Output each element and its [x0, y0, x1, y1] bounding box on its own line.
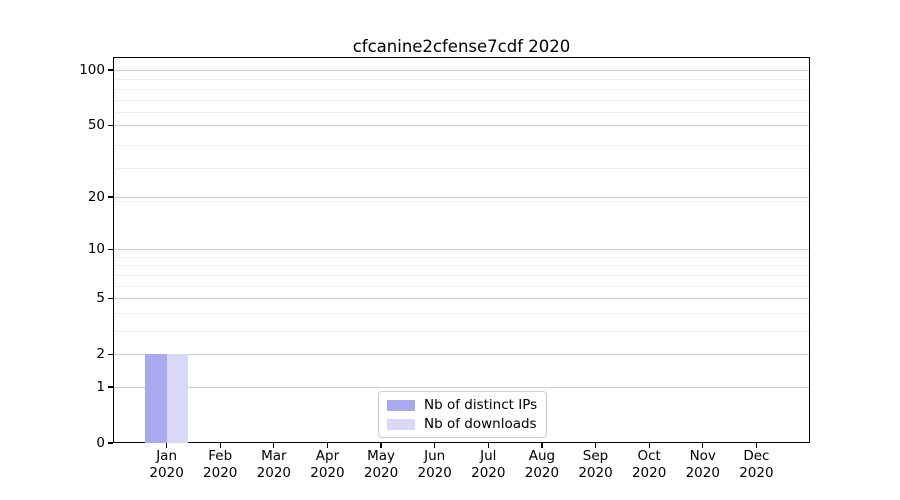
- gridline-minor: [114, 168, 809, 170]
- gridline-minor: [114, 312, 809, 314]
- y-tick-label: 100: [79, 61, 105, 78]
- x-tick-label: Mar 2020: [256, 448, 292, 481]
- y-tick-label: 0: [96, 435, 105, 451]
- gridline-minor: [114, 79, 809, 81]
- y-tick-mark: [108, 297, 113, 299]
- y-tick-label: 5: [96, 290, 105, 307]
- y-tick-label: 10: [87, 241, 105, 258]
- gridline-minor: [114, 265, 809, 267]
- x-tick-mark: [541, 443, 543, 448]
- legend-label-distinct-ips: Nb of distinct IPs: [424, 397, 538, 413]
- y-tick-mark: [108, 124, 113, 126]
- y-tick-mark: [108, 386, 113, 388]
- y-tick-mark: [108, 196, 113, 198]
- x-tick-label: Jun 2020: [417, 448, 452, 481]
- x-tick-mark: [219, 443, 221, 448]
- x-tick-label: Aug 2020: [524, 448, 560, 481]
- x-tick-label: Dec 2020: [739, 448, 774, 481]
- gridline-major: [114, 386, 809, 388]
- y-tick-label: 1: [96, 378, 105, 395]
- gridline-minor: [114, 200, 809, 202]
- gridline-major: [114, 125, 809, 127]
- x-tick-mark: [648, 443, 650, 448]
- gridline-minor: [114, 330, 809, 332]
- x-tick-mark: [702, 443, 704, 448]
- legend: Nb of distinct IPs Nb of downloads: [378, 391, 548, 438]
- x-tick-mark: [594, 443, 597, 448]
- gridline-minor: [114, 88, 809, 90]
- x-tick-label: Nov 2020: [685, 448, 720, 481]
- gridline-minor: [114, 256, 809, 258]
- gridline-major: [114, 249, 809, 251]
- y-tick-mark: [108, 248, 113, 250]
- legend-item-downloads: Nb of downloads: [387, 416, 537, 432]
- x-tick-label: Jul 2020: [471, 448, 506, 481]
- y-tick-mark: [108, 442, 113, 444]
- gridline-major: [114, 298, 809, 300]
- gridline-minor: [114, 99, 809, 101]
- bar-nb-of-downloads: [166, 354, 189, 443]
- legend-swatch-distinct-ips-icon: [387, 399, 415, 411]
- gridline-minor: [114, 285, 809, 287]
- y-tick-mark: [108, 69, 113, 71]
- x-tick-label: Oct 2020: [631, 448, 667, 481]
- gridline-minor: [114, 274, 809, 276]
- x-tick-mark: [273, 443, 275, 448]
- x-tick-label: Jan 2020: [149, 448, 184, 481]
- x-tick-label: Apr 2020: [310, 448, 345, 481]
- chart-title: cfcanine2cfense7cdf 2020: [352, 37, 571, 56]
- x-tick-mark: [755, 443, 757, 448]
- y-tick-mark: [108, 353, 113, 355]
- legend-label-downloads: Nb of downloads: [424, 416, 537, 432]
- x-tick-label: Feb 2020: [203, 448, 238, 481]
- x-tick-mark: [487, 443, 489, 448]
- y-tick-label: 2: [96, 346, 105, 363]
- gridline-major: [114, 354, 809, 356]
- legend-item-distinct-ips: Nb of distinct IPs: [387, 397, 537, 413]
- x-tick-label: May 2020: [363, 448, 399, 481]
- x-tick-mark: [326, 443, 329, 448]
- gridline-major: [114, 196, 809, 198]
- bar-nb-of-distinct-ips: [145, 354, 167, 443]
- y-tick-label: 20: [87, 188, 105, 205]
- x-tick-label: Sep 2020: [578, 448, 613, 481]
- legend-swatch-downloads-icon: [387, 418, 415, 430]
- gridline-major: [114, 69, 809, 71]
- y-tick-label: 50: [87, 117, 105, 134]
- x-tick-mark: [434, 443, 436, 448]
- plot-area: [113, 57, 810, 443]
- gridline-minor: [114, 112, 809, 114]
- x-tick-mark: [380, 443, 382, 448]
- x-tick-mark: [166, 443, 168, 448]
- gridline-minor: [114, 144, 809, 146]
